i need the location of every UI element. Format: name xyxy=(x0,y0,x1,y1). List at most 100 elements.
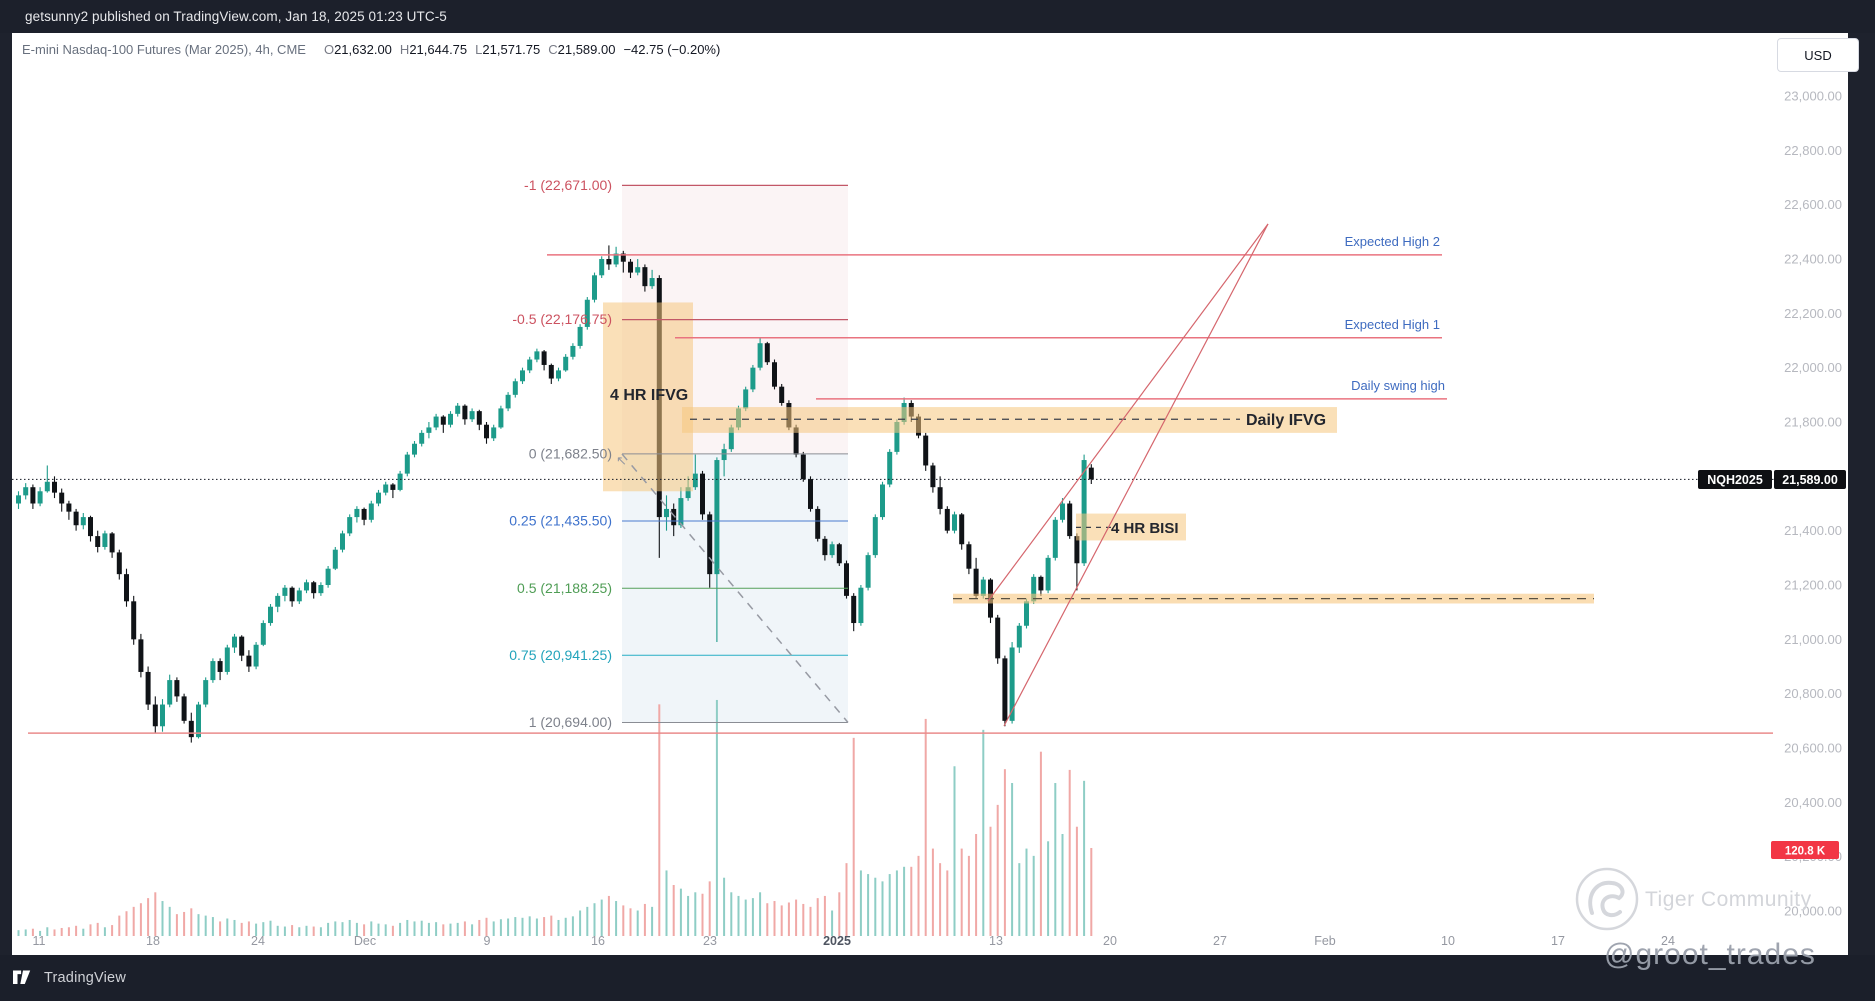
annotation-label: Daily swing high xyxy=(1351,378,1445,393)
volume-bar xyxy=(291,925,294,936)
price-axis-label: 22,000.00 xyxy=(1784,360,1842,375)
volume-bar xyxy=(751,898,754,936)
price-axis-label: 20,800.00 xyxy=(1784,686,1842,701)
tradingview-logo-icon[interactable] xyxy=(13,970,36,986)
time-axis-label: 10 xyxy=(1441,934,1455,948)
candle-body xyxy=(800,454,806,480)
candle-body xyxy=(678,498,684,526)
volume-bar xyxy=(427,922,430,936)
price-axis[interactable]: 23,000.00 22,800.00 22,600.00 22,400.00 22,2… xyxy=(1784,89,1842,919)
volume-bar xyxy=(1003,769,1006,936)
volume-bar xyxy=(1039,751,1042,936)
open-value: 21,632.00 xyxy=(334,42,392,57)
candle-body xyxy=(138,639,144,672)
candle-body xyxy=(649,278,655,287)
volume-bar xyxy=(435,922,438,936)
annotation-label: ↖ xyxy=(616,453,627,468)
volume-bar xyxy=(406,919,409,936)
time-axis-label: 13 xyxy=(989,934,1003,948)
candle-body xyxy=(296,590,302,602)
volume-bar xyxy=(960,848,963,936)
candle-body xyxy=(304,582,309,591)
volume-bar xyxy=(730,892,733,936)
candle-body xyxy=(944,508,950,531)
volume-bar xyxy=(989,826,992,936)
candle-body xyxy=(476,411,482,425)
volume-bar xyxy=(859,870,862,936)
volume-bar xyxy=(31,928,34,936)
chart-canvas[interactable]: -1 (22,671.00) -0.5 (22,176.75) 0 (21,682.… xyxy=(12,33,1848,955)
candle-body xyxy=(455,405,461,414)
volume-bar xyxy=(672,885,675,936)
candle-body xyxy=(397,473,403,490)
volume-bar xyxy=(255,923,258,936)
volume-bar xyxy=(471,924,474,936)
candle-body xyxy=(606,259,612,265)
volume-bar xyxy=(463,921,466,936)
time-axis-label: 20 xyxy=(1103,934,1117,948)
candle-body xyxy=(16,495,21,504)
volume-bar xyxy=(701,893,704,936)
candle-body xyxy=(268,606,273,624)
volume-bar xyxy=(478,919,481,936)
volume-layer xyxy=(17,699,1093,936)
tradingview-brand-text[interactable]: TradingView xyxy=(44,970,126,986)
volume-bar xyxy=(247,921,250,936)
time-axis-label: 9 xyxy=(484,934,491,948)
time-axis-label: 23 xyxy=(703,934,717,948)
candle-body xyxy=(973,568,979,596)
badge-text: NQH2025 xyxy=(1707,473,1763,487)
annotation-label: 4 HR IFVG xyxy=(610,387,688,404)
candle-body xyxy=(376,492,381,504)
volume-bar xyxy=(622,905,625,936)
candle-body xyxy=(563,356,569,371)
candle-body xyxy=(923,435,929,466)
volume-bar xyxy=(442,924,445,936)
volume-bar xyxy=(334,921,337,936)
candle-body xyxy=(1009,647,1015,721)
volume-bar xyxy=(571,916,574,936)
volume-bar xyxy=(910,866,913,936)
candle-body xyxy=(311,582,317,594)
author-handle-watermark: @groot_trades xyxy=(1604,938,1816,971)
candle-body xyxy=(534,351,540,360)
candle-body xyxy=(952,514,957,531)
candle-body xyxy=(635,267,641,273)
candle-body xyxy=(570,345,576,357)
candle-body xyxy=(584,299,590,327)
candle-body xyxy=(692,473,698,488)
candle-body xyxy=(188,720,194,738)
volume-bar xyxy=(643,903,646,936)
volume-bar xyxy=(190,908,193,936)
candle-body xyxy=(325,568,331,586)
volume-bar xyxy=(175,914,178,936)
price-axis-label: 20,400.00 xyxy=(1784,795,1842,810)
candle-body xyxy=(671,508,677,526)
volume-bar xyxy=(355,922,358,936)
volume-bar xyxy=(492,921,495,936)
price-axis-label: 20,000.00 xyxy=(1784,904,1842,919)
volume-bar xyxy=(413,921,416,936)
candle-body xyxy=(541,351,547,365)
candle-body xyxy=(980,579,986,596)
candle-body xyxy=(145,671,151,705)
change-value: −42.75 (−0.20%) xyxy=(623,42,721,57)
volume-bar xyxy=(53,929,56,936)
candle-body xyxy=(196,704,201,738)
time-axis[interactable]: 11 18 24 Dec 9 16 23 2025 13 20 27 Feb 10 17 24 xyxy=(33,934,1675,948)
annotation-label: 0 (21,682.50) xyxy=(529,446,612,462)
candle-body xyxy=(959,514,965,545)
currency-toggle-button[interactable]: USD xyxy=(1777,38,1859,72)
trendline-b xyxy=(987,223,1269,602)
volume-bar xyxy=(1090,847,1093,936)
candle-body xyxy=(383,484,389,493)
volume-bar xyxy=(996,804,999,936)
candle-body xyxy=(1024,601,1029,626)
volume-bar xyxy=(787,902,790,936)
volume-bar xyxy=(939,863,942,936)
candle-body xyxy=(160,704,165,727)
candle-body xyxy=(728,427,734,450)
symbol-title[interactable]: E-mini Nasdaq-100 Futures (Mar 2025), 4h… xyxy=(22,42,306,57)
annotation-label: 0.75 (20,941.25) xyxy=(509,647,612,663)
volume-bar xyxy=(946,870,949,936)
